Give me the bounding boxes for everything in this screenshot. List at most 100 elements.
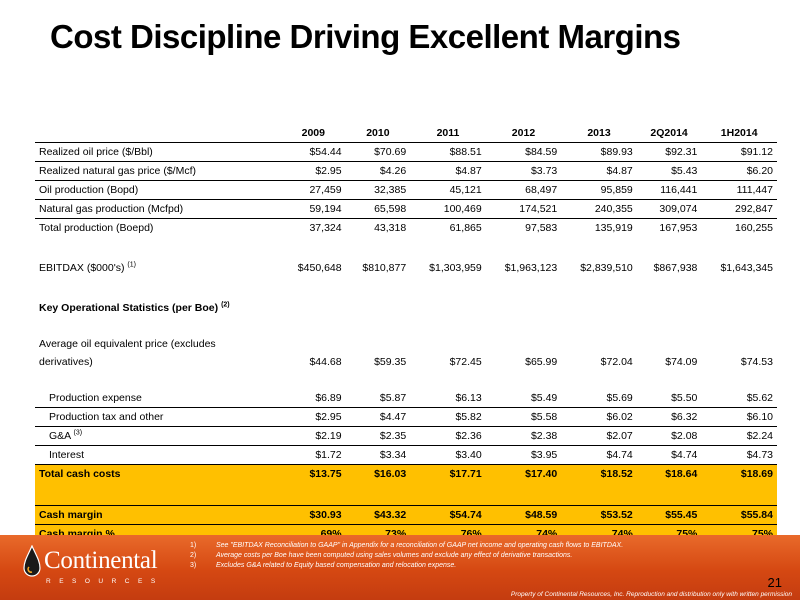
row-label: Interest <box>49 449 85 461</box>
cell: 27,459 <box>281 180 346 200</box>
row-label: Realized oil price ($/Bbl) <box>35 142 281 162</box>
cell: $2.36 <box>410 426 486 446</box>
cell: 43,318 <box>374 222 407 234</box>
footer-band: Continental RESOURCES 1) See "EBITDAX Rec… <box>0 535 800 600</box>
cell: $4.26 <box>345 161 411 181</box>
financial-table: 2009 2010 2011 2012 2013 2Q2014 1H2014 R… <box>35 124 777 544</box>
table-row: Natural gas production (Mcfpd) 59,194 65… <box>35 199 777 219</box>
cell: $13.75 <box>281 464 346 483</box>
row-label: Natural gas production (Mcfpd) <box>35 199 281 219</box>
cell: $55.45 <box>636 505 702 525</box>
cell: 61,865 <box>449 222 482 234</box>
cell: $1,963,123 <box>504 262 558 274</box>
cell: $5.58 <box>485 407 562 427</box>
page-title: Cost Discipline Driving Excellent Margin… <box>50 18 681 55</box>
company-logo: Continental RESOURCES <box>22 543 182 593</box>
oil-drop-icon <box>23 545 41 577</box>
cell: $72.04 <box>600 356 633 368</box>
footnote-ref: (3) <box>73 429 83 437</box>
cell: $6.02 <box>561 407 637 427</box>
cell: $2.07 <box>561 426 637 446</box>
cell: $5.69 <box>561 389 637 408</box>
cell: $54.44 <box>281 142 346 162</box>
cell: $3.95 <box>530 449 558 461</box>
cell: $5.62 <box>701 389 777 408</box>
table-row: Production tax and other $2.95 $4.47 $5.… <box>35 407 777 427</box>
cell: $18.64 <box>636 464 702 483</box>
row-label: EBITDAX ($000's) (1) <box>39 261 136 275</box>
row-label: Oil production (Bopd) <box>35 180 281 200</box>
cell: $72.45 <box>449 356 482 368</box>
cell: $2.95 <box>281 161 346 181</box>
cell: 174,521 <box>485 199 562 219</box>
cell: 292,847 <box>701 199 777 219</box>
cell: $4.87 <box>410 161 486 181</box>
cell: $5.50 <box>636 389 702 408</box>
cell: $2.35 <box>345 426 411 446</box>
cell: 32,385 <box>345 180 411 200</box>
cell: $53.52 <box>561 505 637 525</box>
year-header: 2010 <box>345 124 411 143</box>
year-header: 2012 <box>485 124 562 143</box>
spacer-row <box>35 277 777 299</box>
cell: 116,441 <box>636 180 702 200</box>
row-label: Cash margin <box>35 505 281 525</box>
row-label: derivatives) <box>39 356 93 368</box>
footnote: 3) Excludes G&A related to Equity based c… <box>190 562 457 569</box>
cell: $91.12 <box>701 142 777 162</box>
row-label: Average oil equivalent price (excludes <box>39 338 216 350</box>
cell: 97,583 <box>525 222 558 234</box>
cell: $3.73 <box>485 161 562 181</box>
cell: $70.69 <box>345 142 411 162</box>
row-label: Realized natural gas price ($/Mcf) <box>35 161 281 181</box>
rights-notice: Property of Continental Resources, Inc. … <box>510 591 792 598</box>
footnote: 2) Average costs per Boe have been comput… <box>190 552 573 559</box>
cell: $48.59 <box>485 505 562 525</box>
spacer-row <box>35 483 777 506</box>
cell: $5.82 <box>410 407 486 427</box>
cell: 59,194 <box>281 199 346 219</box>
cell: $65.99 <box>525 356 558 368</box>
footnotes: 1) See "EBITDAX Reconciliation to GAAP" i… <box>190 541 623 571</box>
cell: $2.95 <box>281 407 346 427</box>
logo-subtitle: RESOURCES <box>46 578 164 585</box>
cell: 135,919 <box>594 222 633 234</box>
cell: 68,497 <box>485 180 562 200</box>
table-row: Total production (Boepd) 37,324 43,318 6… <box>35 219 777 238</box>
cell: 65,598 <box>345 199 411 219</box>
cell: $43.32 <box>345 505 411 525</box>
cell: $3.34 <box>379 449 407 461</box>
year-header: 2011 <box>410 124 486 143</box>
page-number: 21 <box>767 575 782 590</box>
cell: $1.72 <box>315 449 342 461</box>
table-row: Average oil equivalent price (excludes <box>35 335 777 353</box>
cell: 167,953 <box>659 222 698 234</box>
cell: $18.69 <box>701 464 777 483</box>
cell: 160,255 <box>735 222 773 234</box>
cell: $84.59 <box>485 142 562 162</box>
table-row: derivatives) $44.68 $59.35 $72.45 $65.99… <box>35 353 777 371</box>
cell: $4.47 <box>345 407 411 427</box>
cell: $55.84 <box>701 505 777 525</box>
cell: 111,447 <box>701 180 777 200</box>
cell: $5.43 <box>636 161 702 181</box>
cell: $1,643,345 <box>720 262 773 274</box>
cell: $4.74 <box>606 449 633 461</box>
spacer-row <box>35 237 777 259</box>
cell: $2.08 <box>636 426 702 446</box>
table-row: EBITDAX ($000's) (1) $450,648 $810,877 $… <box>35 259 777 277</box>
cell: $450,648 <box>297 262 342 274</box>
cell: $30.93 <box>281 505 346 525</box>
cell: $2.19 <box>281 426 346 446</box>
year-header: 2Q2014 <box>636 124 702 143</box>
cell: $810,877 <box>362 262 407 274</box>
row-label: G&A (3) <box>35 426 281 446</box>
cell: $44.68 <box>309 356 342 368</box>
year-header: 2009 <box>281 124 346 143</box>
table-row: G&A (3) $2.19 $2.35 $2.36 $2.38 $2.07 $2… <box>35 426 777 446</box>
cell: $92.31 <box>636 142 702 162</box>
footnote: 1) See "EBITDAX Reconciliation to GAAP" i… <box>190 542 624 549</box>
cell: $5.87 <box>345 389 411 408</box>
cell: $2.24 <box>701 426 777 446</box>
cell: 45,121 <box>410 180 486 200</box>
